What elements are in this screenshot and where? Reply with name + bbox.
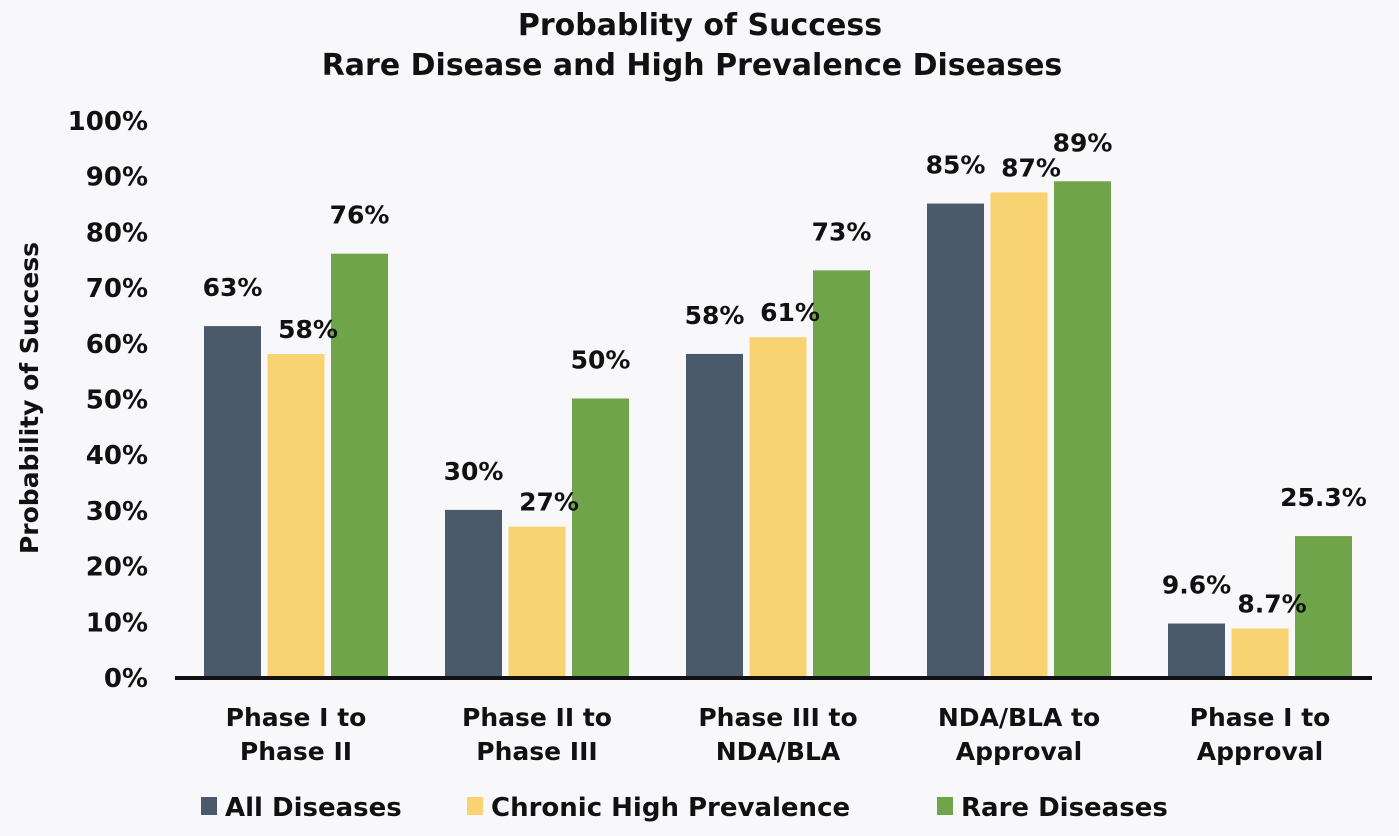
data-label: 87% bbox=[1001, 153, 1061, 182]
y-tick-label: 80% bbox=[86, 218, 148, 248]
y-tick-label: 10% bbox=[86, 608, 148, 638]
x-tick-label: Phase II bbox=[240, 737, 352, 766]
y-axis-label: Probability of Success bbox=[15, 242, 44, 554]
legend-label: All Diseases bbox=[225, 793, 402, 823]
legend-label: Chronic High Prevalence bbox=[491, 793, 850, 823]
y-tick-label: 20% bbox=[86, 553, 148, 583]
x-tick-label: Phase III bbox=[476, 737, 597, 766]
y-tick-label: 30% bbox=[86, 497, 148, 527]
bar bbox=[204, 326, 261, 677]
bar bbox=[331, 253, 388, 677]
bar bbox=[990, 192, 1048, 677]
data-label: 58% bbox=[685, 301, 745, 330]
bar bbox=[927, 203, 984, 678]
x-tick-label: NDA/BLA bbox=[716, 737, 841, 766]
bar bbox=[1295, 536, 1352, 677]
y-tick-label: 40% bbox=[86, 441, 148, 471]
bar bbox=[572, 398, 629, 677]
bar bbox=[1054, 181, 1111, 677]
data-label: 30% bbox=[444, 457, 504, 486]
y-tick-label: 0% bbox=[104, 664, 148, 694]
data-label: 61% bbox=[760, 298, 820, 327]
bar bbox=[267, 353, 325, 677]
bar bbox=[445, 509, 502, 677]
y-tick-label: 50% bbox=[86, 386, 148, 416]
chart-subtitle: Rare Disease and High Prevalence Disease… bbox=[322, 48, 1063, 83]
data-label: 27% bbox=[519, 488, 579, 517]
y-tick-label: 60% bbox=[86, 330, 148, 360]
data-label: 85% bbox=[926, 151, 986, 180]
data-label: 58% bbox=[278, 315, 338, 344]
chart-title: Probablity of Success bbox=[518, 8, 882, 43]
legend-swatch bbox=[467, 797, 483, 815]
data-label: 89% bbox=[1053, 128, 1113, 157]
legend-swatch bbox=[201, 797, 217, 815]
y-tick-label: 90% bbox=[86, 163, 148, 193]
x-tick-label: Phase I to bbox=[226, 703, 367, 732]
data-label: 25.3% bbox=[1280, 483, 1367, 512]
data-label: 63% bbox=[203, 273, 263, 302]
y-tick-label: 100% bbox=[68, 107, 148, 137]
data-label: 73% bbox=[812, 217, 872, 246]
bar bbox=[1168, 623, 1225, 677]
x-tick-label: Phase III to bbox=[698, 703, 857, 732]
x-tick-label: Approval bbox=[1197, 737, 1323, 766]
bar bbox=[686, 353, 743, 677]
data-label: 8.7% bbox=[1237, 590, 1306, 619]
data-label: 9.6% bbox=[1162, 571, 1231, 600]
data-label: 76% bbox=[330, 201, 390, 230]
bar bbox=[813, 270, 870, 677]
x-tick-label: NDA/BLA to bbox=[938, 703, 1100, 732]
bar bbox=[1231, 628, 1289, 677]
x-tick-label: Approval bbox=[956, 737, 1082, 766]
legend-label: Rare Diseases bbox=[961, 793, 1168, 823]
x-tick-label: Phase II to bbox=[462, 703, 612, 732]
bar bbox=[749, 337, 807, 677]
data-label: 50% bbox=[571, 346, 631, 375]
bar bbox=[508, 526, 566, 677]
y-tick-label: 70% bbox=[86, 274, 148, 304]
legend-swatch bbox=[937, 797, 953, 815]
x-tick-label: Phase I to bbox=[1190, 703, 1331, 732]
